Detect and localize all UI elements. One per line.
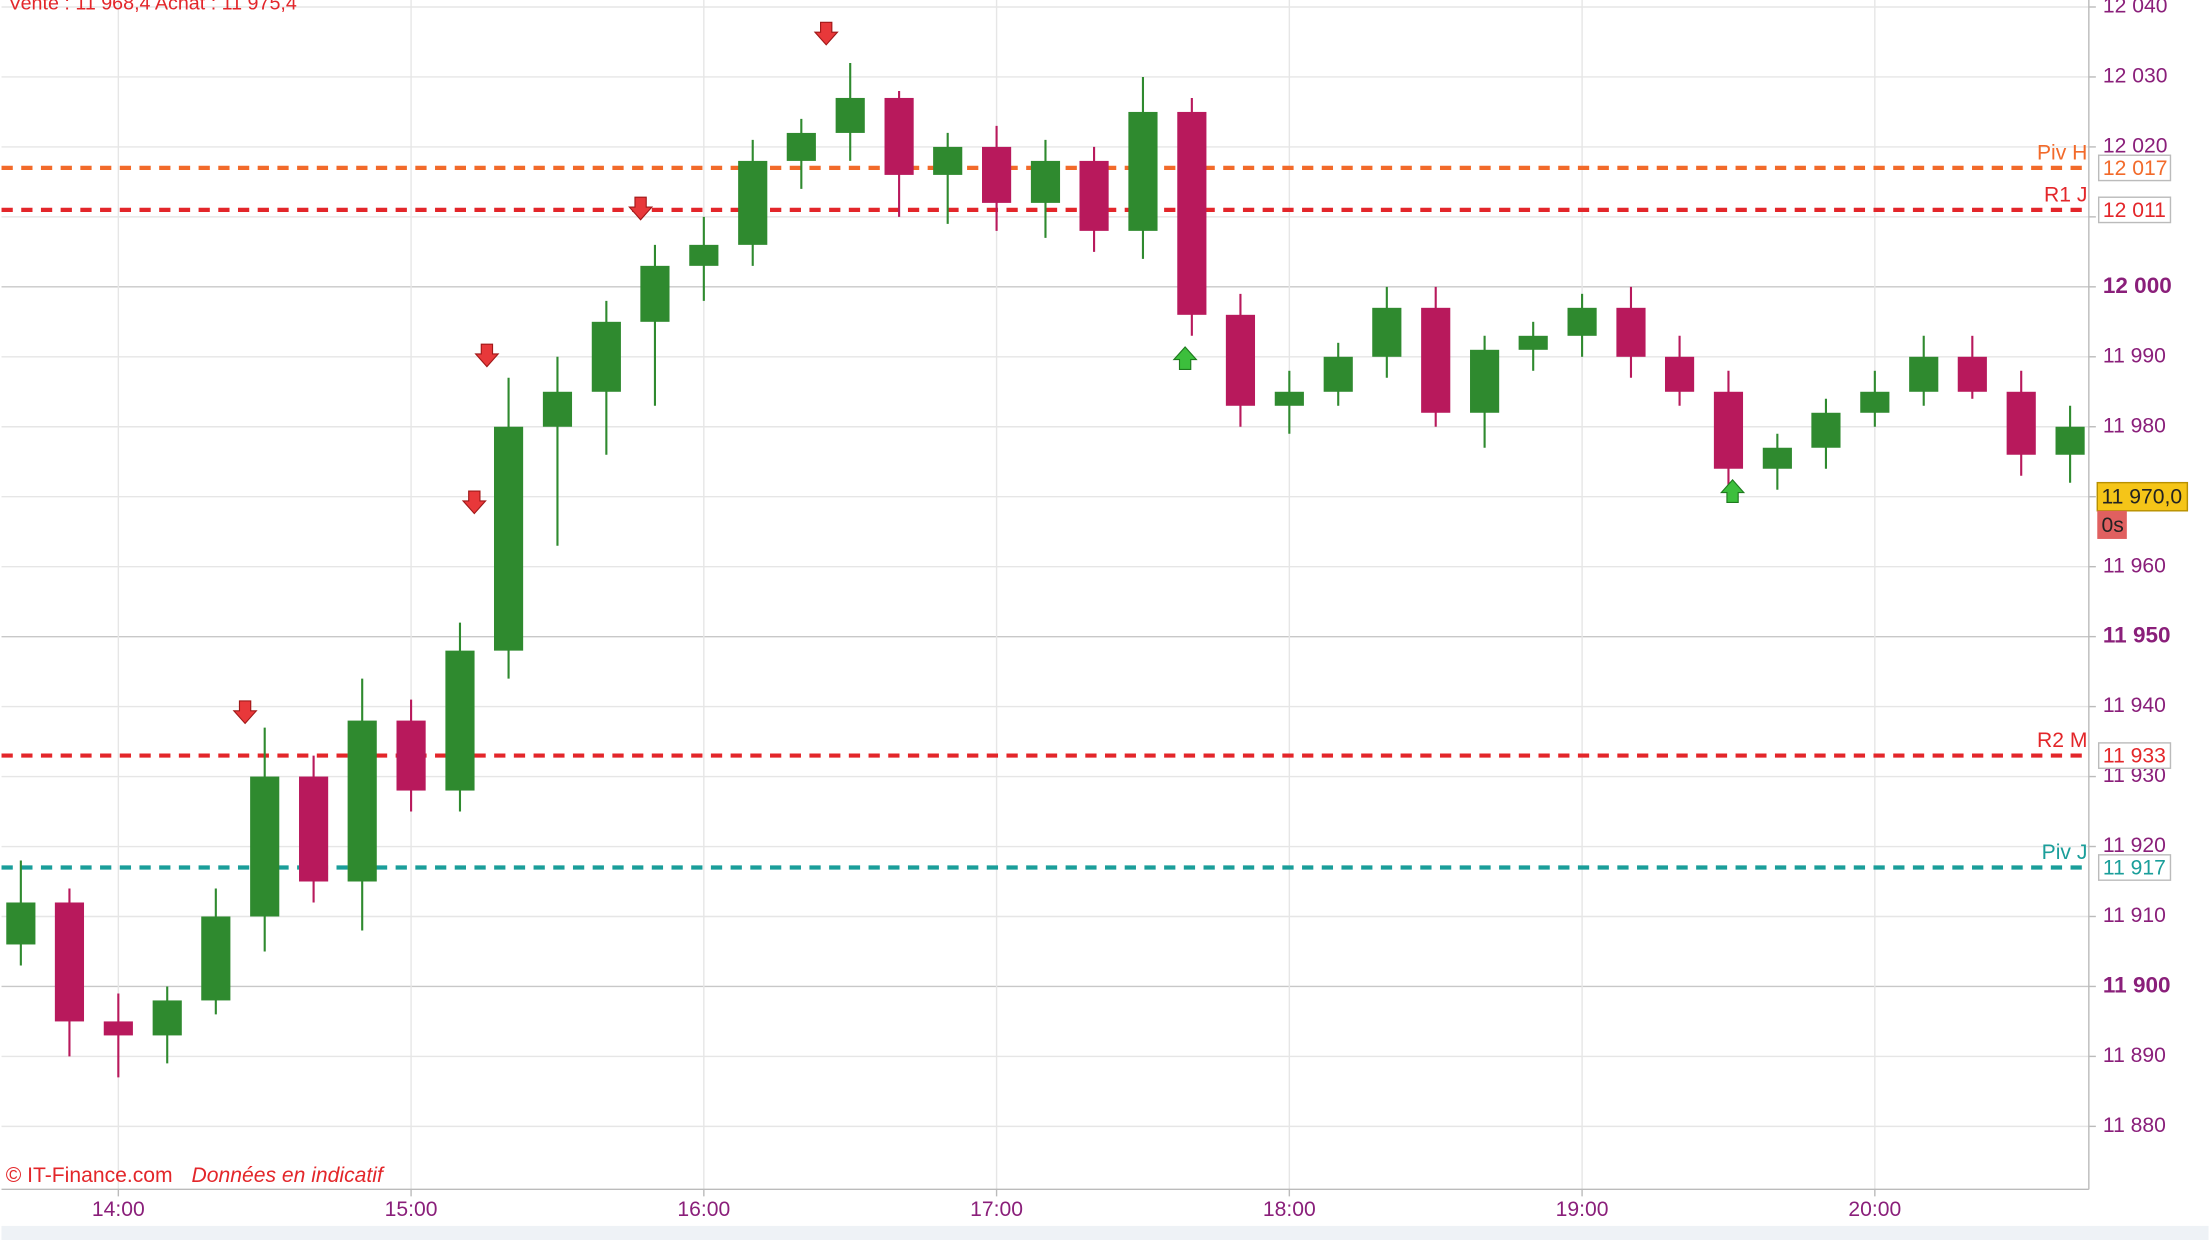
candle-body bbox=[933, 146, 963, 175]
candle-body bbox=[1177, 111, 1207, 315]
levels: Piv H R1 J R2 M Piv J bbox=[1, 141, 2089, 870]
countdown-box bbox=[2097, 510, 2127, 539]
candle-body bbox=[1128, 111, 1158, 231]
candle-body bbox=[884, 97, 914, 175]
candle-body bbox=[201, 916, 231, 1001]
x-tick-label: 19:00 bbox=[1556, 1198, 1609, 1221]
last-price-box bbox=[2096, 481, 2189, 512]
candle-body bbox=[1323, 356, 1353, 392]
candle-body bbox=[689, 244, 719, 266]
candle-body bbox=[54, 902, 85, 1022]
candle-body bbox=[1957, 356, 1987, 392]
signals bbox=[232, 21, 1746, 725]
buy-signal bbox=[1172, 346, 1198, 371]
x-tick-label: 20:00 bbox=[1848, 1198, 1901, 1221]
candle-body bbox=[1079, 160, 1109, 231]
sell-signal bbox=[474, 343, 500, 368]
candle-body bbox=[396, 720, 426, 791]
y-tick-label: 12 040 bbox=[2103, 0, 2168, 18]
candle-body bbox=[1421, 307, 1451, 413]
candle-body bbox=[445, 650, 475, 791]
x-tick-label: 14:00 bbox=[92, 1198, 145, 1221]
x-tick-label: 16:00 bbox=[677, 1198, 730, 1221]
y-tick-label: 11 950 bbox=[2103, 623, 2171, 648]
candle-body bbox=[1567, 307, 1597, 336]
x-tick-label: 17:00 bbox=[970, 1198, 1023, 1221]
scroll-bar bbox=[1, 1225, 2209, 1240]
level-value-box bbox=[2097, 196, 2172, 224]
level-value-box bbox=[2097, 854, 2172, 881]
candle-body bbox=[299, 776, 329, 882]
candle-body bbox=[591, 321, 621, 392]
candle-body bbox=[1470, 349, 1500, 413]
buy-signal bbox=[1720, 479, 1746, 503]
candle-body bbox=[1909, 356, 1939, 392]
candle-body bbox=[1811, 412, 1841, 448]
y-tick-label: 11 940 bbox=[2103, 694, 2166, 717]
y-tick-label: 11 920 bbox=[2103, 834, 2166, 857]
disclaimer: Données en indicatif bbox=[192, 1164, 385, 1187]
last-price-label: 11 970,0 bbox=[2102, 486, 2183, 509]
level-value-box bbox=[2097, 742, 2172, 769]
level-value-label: 12 017 bbox=[2103, 157, 2168, 180]
x-tick-label: 15:00 bbox=[385, 1198, 438, 1221]
candle-body bbox=[786, 132, 816, 161]
candle-body bbox=[2055, 426, 2085, 455]
sell-signal bbox=[628, 196, 654, 221]
level-name: Piv H bbox=[2037, 141, 2087, 164]
candle-body bbox=[1225, 314, 1256, 406]
sell-signal bbox=[232, 700, 258, 725]
candle-body bbox=[1713, 391, 1744, 469]
candle-body bbox=[1762, 447, 1792, 469]
y-tick-label: 12 000 bbox=[2103, 273, 2172, 298]
candle-body bbox=[1372, 307, 1402, 357]
sell-signal bbox=[813, 21, 839, 46]
candle-body bbox=[1616, 307, 1646, 357]
header-quote: Vente : 11 968,4 Achat : 11 975,4 bbox=[9, 0, 297, 14]
candle-body bbox=[250, 776, 280, 917]
y-tick-label: 11 880 bbox=[2103, 1114, 2166, 1137]
x-tick-label: 18:00 bbox=[1263, 1198, 1316, 1221]
candle-body bbox=[982, 146, 1012, 203]
candle-body bbox=[835, 97, 865, 133]
level-name: R2 M bbox=[2037, 729, 2087, 752]
level-value-label: 11 917 bbox=[2103, 856, 2166, 879]
candle-body bbox=[6, 902, 36, 945]
y-tick-label: 11 890 bbox=[2103, 1044, 2166, 1067]
candle-body bbox=[1664, 356, 1695, 392]
y-tick-label: 11 960 bbox=[2103, 554, 2166, 577]
level-value-box bbox=[2097, 154, 2172, 182]
level-name: Piv J bbox=[2042, 841, 2088, 864]
y-tick-label: 12 020 bbox=[2103, 134, 2168, 157]
candle-body bbox=[1274, 391, 1304, 406]
candle-body bbox=[640, 265, 670, 322]
candle-body bbox=[1518, 335, 1548, 350]
sell-signal bbox=[461, 490, 487, 515]
y-tick-label: 11 900 bbox=[2103, 972, 2171, 997]
copyright: © IT-Finance.com bbox=[6, 1164, 173, 1187]
y-tick-label: 11 990 bbox=[2103, 344, 2166, 367]
candle-body bbox=[738, 160, 768, 245]
candles bbox=[6, 62, 2085, 1078]
countdown: 0s bbox=[2102, 514, 2124, 537]
level-value-label: 11 933 bbox=[2103, 745, 2166, 768]
candle-body bbox=[103, 1021, 133, 1036]
y-tick-label: 11 980 bbox=[2103, 414, 2166, 437]
y-tick-label: 11 930 bbox=[2103, 764, 2166, 787]
candle-body bbox=[1860, 391, 1890, 413]
level-value-label: 12 011 bbox=[2103, 199, 2166, 222]
candle-body bbox=[152, 1000, 182, 1036]
y-tick-label: 11 910 bbox=[2103, 904, 2166, 927]
candle-body bbox=[493, 426, 524, 651]
candle-body bbox=[1030, 160, 1061, 203]
candle-body bbox=[2006, 391, 2036, 455]
candle-body bbox=[347, 720, 377, 882]
level-name: R1 J bbox=[2044, 183, 2087, 206]
y-tick-label: 12 030 bbox=[2103, 65, 2168, 88]
candle-body bbox=[542, 391, 573, 427]
